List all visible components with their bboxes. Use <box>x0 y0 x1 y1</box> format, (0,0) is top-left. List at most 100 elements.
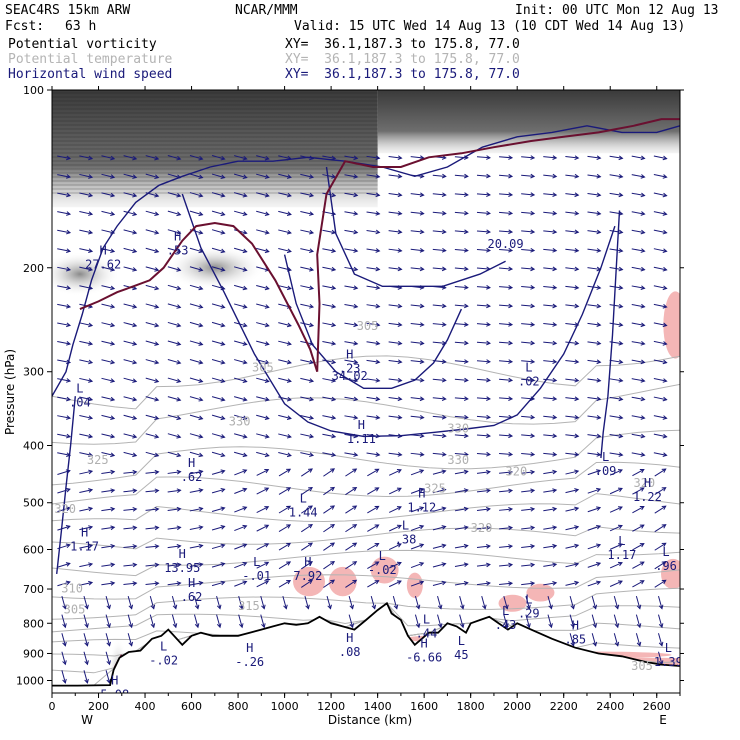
wind-vector-head <box>220 211 226 217</box>
wind-vector-head <box>309 192 315 198</box>
wind-vector <box>149 595 155 609</box>
wind-vector-head <box>374 487 380 492</box>
wind-vector <box>432 526 446 531</box>
wind-vector <box>609 562 623 569</box>
wind-vector-head <box>375 415 381 420</box>
wind-vector <box>123 340 137 345</box>
wind-vector-head <box>88 415 94 420</box>
wind-vector-head <box>486 322 491 327</box>
wind-vector-head <box>110 174 116 179</box>
wind-vector <box>79 489 93 493</box>
wind-vector <box>193 614 199 628</box>
wind-vector <box>653 340 667 345</box>
wind-vector <box>632 580 645 588</box>
extremum-label: H .23 <box>339 348 361 376</box>
wind-vector <box>476 508 490 511</box>
wind-vector <box>344 359 358 363</box>
wind-vector <box>211 525 225 531</box>
wind-vector <box>543 360 557 363</box>
wind-vector-head <box>88 378 94 383</box>
wind-vector-head <box>352 486 358 492</box>
wind-vector-head <box>242 174 248 179</box>
wind-vector <box>300 468 313 477</box>
wind-vector <box>322 396 336 401</box>
wind-vector <box>388 415 402 419</box>
wind-vector <box>323 524 335 533</box>
wind-vector <box>499 415 513 418</box>
extremum-label: H 5.08 <box>100 673 129 701</box>
wind-vector-head <box>220 487 226 493</box>
x-tick-label: 400 <box>135 700 156 713</box>
wind-vector-head <box>242 341 248 346</box>
wind-vector-head <box>463 229 469 235</box>
wind-vector-head <box>662 229 668 235</box>
wind-vector-head <box>530 266 536 272</box>
wind-vector <box>127 595 133 609</box>
y-axis-label: Pressure (hPa) <box>3 349 17 435</box>
wind-vector-head <box>308 579 313 585</box>
wind-vector-head <box>661 579 667 585</box>
wind-vector-head <box>353 359 359 365</box>
wind-vector-head <box>110 211 116 216</box>
wind-vector-head <box>618 248 624 253</box>
extremum-label: L .38 <box>395 518 417 546</box>
wind-vector-head <box>419 266 425 272</box>
wind-vector-head <box>596 192 602 198</box>
wind-vector <box>123 303 137 308</box>
wind-vector <box>410 452 424 456</box>
terrain-line <box>52 601 681 687</box>
wind-vector <box>410 506 424 513</box>
wind-vector-head <box>596 173 602 179</box>
terrain-layer <box>52 601 681 693</box>
wind-vector <box>345 505 357 514</box>
wind-vector <box>101 173 115 178</box>
wind-vector <box>145 527 159 530</box>
wind-vector <box>256 229 269 234</box>
wind-vector <box>278 524 291 532</box>
wind-vector-head <box>661 542 667 548</box>
wind-vector-head <box>375 396 381 402</box>
wind-vector <box>345 561 357 570</box>
wind-vector-head <box>662 322 668 328</box>
wind-vector-head <box>552 340 558 346</box>
wind-vector-head <box>66 155 72 161</box>
wind-vector <box>211 451 225 457</box>
wind-vector-head <box>176 488 182 494</box>
wind-vector-head <box>375 340 381 346</box>
wind-vector-head <box>198 211 204 217</box>
wind-vector <box>189 340 203 346</box>
wind-vector-head <box>242 580 248 585</box>
wind-vector-head <box>66 285 72 291</box>
wind-vector-head <box>176 304 182 309</box>
wind-vector-head <box>437 604 443 610</box>
wind-vector <box>631 229 645 234</box>
wind-vector <box>653 359 667 364</box>
wind-vector <box>454 174 468 177</box>
wind-vector <box>79 248 93 252</box>
wind-vector-head <box>530 377 536 383</box>
wind-vector <box>587 378 601 382</box>
wind-vector <box>256 561 269 569</box>
wind-vector <box>211 247 225 253</box>
wind-vector <box>211 414 225 420</box>
wind-vector-head <box>198 506 204 512</box>
wind-vector-head <box>375 229 381 235</box>
wind-vector-head <box>106 623 111 629</box>
wind-vector-head <box>309 211 315 216</box>
wind-vector <box>565 434 579 437</box>
theta-isoline <box>52 549 680 577</box>
wind-vector <box>476 360 490 363</box>
theta-label: 320 <box>471 521 493 535</box>
wind-vector <box>569 595 575 609</box>
wind-vector-head <box>88 266 94 272</box>
wind-vector-head <box>441 396 447 402</box>
wind-vector <box>123 322 137 327</box>
wind-vector-head <box>286 192 292 198</box>
wind-vector <box>543 545 557 549</box>
wind-vector <box>167 359 181 364</box>
wind-vector <box>653 322 667 327</box>
wind-vector <box>145 229 159 234</box>
wind-vector <box>565 304 579 307</box>
wind-vector-head <box>132 581 138 586</box>
